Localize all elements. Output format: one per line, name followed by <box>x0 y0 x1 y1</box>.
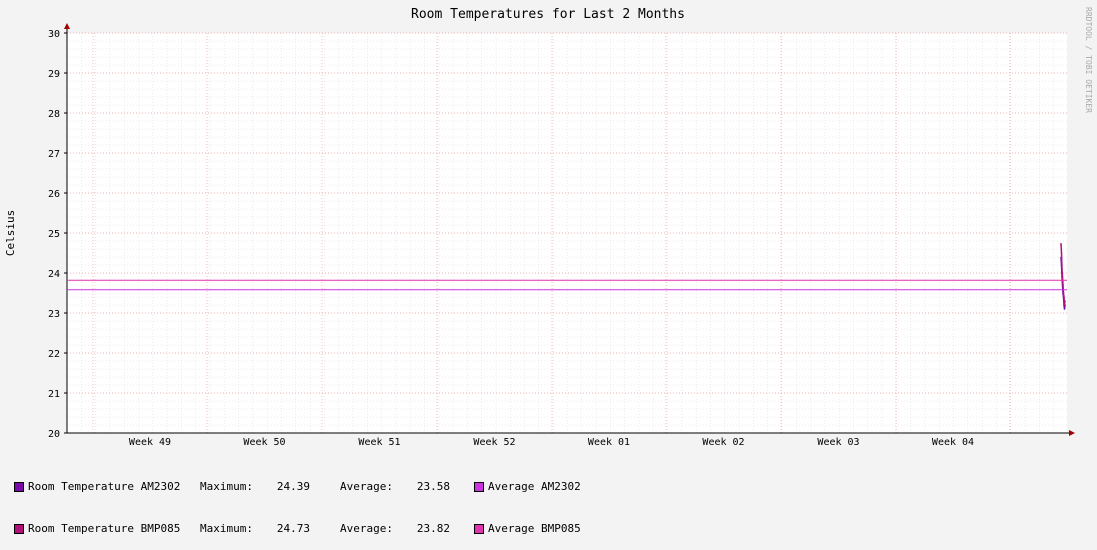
y-tick-label: 20 <box>48 429 60 440</box>
series-point <box>1060 252 1063 254</box>
x-tick-label: Week 04 <box>932 437 974 448</box>
y-tick-label: 21 <box>48 389 60 400</box>
legend-avg-label: Average: <box>340 480 393 493</box>
series-point <box>1063 308 1066 310</box>
legend-name: Room Temperature AM2302 <box>28 480 181 493</box>
legend-name: Room Temperature BMP085 <box>28 522 181 535</box>
legend-max-value: 24.73 <box>276 522 310 535</box>
chart-canvas: Room Temperatures for Last 2 Months Cels… <box>4 7 1093 448</box>
legend-avg-value: 23.82 <box>416 522 450 535</box>
legend-max-value: 24.39 <box>276 480 310 493</box>
legend-max-label: Maximum: <box>200 522 253 535</box>
series-marks <box>67 243 1067 310</box>
legend-swatch-am2302 <box>14 482 24 492</box>
series-point <box>1060 243 1062 245</box>
y-tick-label: 25 <box>48 229 60 240</box>
x-tick-labels: Week 49 Week 50 Week 51 Week 52 Week 01 Week … <box>129 437 974 448</box>
y-axis-label: Celsius <box>4 210 17 256</box>
x-tick-label: Week 52 <box>473 437 515 448</box>
series-point <box>1063 304 1066 306</box>
legend: Room Temperature AM2302 Maximum: 24.39 Aver… <box>14 452 581 550</box>
series-point <box>1063 296 1065 298</box>
x-tick-label: Week 03 <box>817 437 859 448</box>
legend-avg-value: 23.58 <box>416 480 450 493</box>
legend-avg-name: Average AM2302 <box>488 480 581 493</box>
y-tick-label: 22 <box>48 349 60 360</box>
series-point <box>1064 300 1066 302</box>
legend-swatch-avg-bmp085 <box>474 524 484 534</box>
axes <box>64 23 1075 436</box>
legend-row-bmp085: Room Temperature BMP085 Maximum: 24.73 Aver… <box>14 522 581 536</box>
legend-max-label: Maximum: <box>200 480 253 493</box>
y-tick-label: 26 <box>48 189 60 200</box>
y-axis-arrow <box>64 23 70 29</box>
legend-row-am2302: Room Temperature AM2302 Maximum: 24.39 Aver… <box>14 480 581 494</box>
y-tick-label: 23 <box>48 309 60 320</box>
x-axis-arrow <box>1069 430 1075 436</box>
grid <box>66 32 1067 434</box>
y-tick-label: 29 <box>48 69 60 80</box>
series-point <box>1062 284 1064 286</box>
series-point <box>1061 276 1064 278</box>
y-tick-label: 24 <box>48 269 60 280</box>
legend-swatch-bmp085 <box>14 524 24 534</box>
rrdtool-watermark: RRDTOOL / TOBI OETIKER <box>1084 7 1093 113</box>
plot-area <box>67 33 1067 433</box>
y-tick-label: 27 <box>48 149 60 160</box>
series-point <box>1061 268 1063 270</box>
y-tick-label: 30 <box>48 29 60 40</box>
chart-title: Room Temperatures for Last 2 Months <box>411 7 685 22</box>
x-tick-label: Week 49 <box>129 437 171 448</box>
x-tick-label: Week 01 <box>588 437 630 448</box>
series-point <box>1062 292 1065 294</box>
y-tick-label: 28 <box>48 109 60 120</box>
legend-avg-name: Average BMP085 <box>488 522 581 535</box>
x-tick-label: Week 51 <box>358 437 400 448</box>
legend-avg-label: Average: <box>340 522 393 535</box>
x-tick-label: Week 50 <box>243 437 285 448</box>
y-tick-labels: 20 21 22 23 24 25 26 27 28 29 30 <box>48 29 60 440</box>
legend-swatch-avg-am2302 <box>474 482 484 492</box>
x-tick-label: Week 02 <box>702 437 744 448</box>
